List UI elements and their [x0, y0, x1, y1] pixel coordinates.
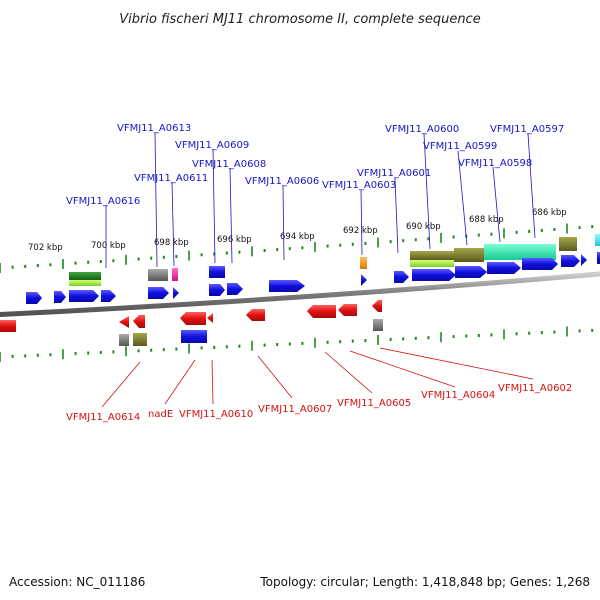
gene-label[interactable]: VFMJ11_A0608: [192, 159, 266, 170]
genome-summary-text: Topology: circular; Length: 1,418,848 bp…: [259, 575, 590, 589]
gene-arrow[interactable]: [148, 287, 169, 299]
gene-arrow[interactable]: [133, 315, 145, 328]
gene-label[interactable]: VFMJ11_A0613: [117, 123, 191, 134]
gene-arrow[interactable]: [394, 271, 409, 283]
gene-arrow[interactable]: [207, 313, 213, 323]
reverse-gene-track: [0, 300, 382, 332]
gene-arrow[interactable]: [69, 290, 99, 302]
gene-arrow[interactable]: [0, 320, 16, 332]
gene-arrow[interactable]: [54, 291, 66, 303]
tick-label: 688 kbp: [469, 215, 504, 225]
cog-block[interactable]: [484, 244, 556, 260]
gene-label[interactable]: VFMJ11_A0599: [423, 141, 497, 152]
gene-arrow[interactable]: [487, 262, 521, 274]
gene-arrow[interactable]: [26, 292, 42, 304]
tick-label: 692 kbp: [343, 226, 378, 236]
kbp-scale: 702 kbp 700 kbp 698 kbp 696 kbp 694 kbp …: [28, 208, 567, 253]
cog-block[interactable]: [172, 268, 178, 281]
gene-arrow[interactable]: [412, 269, 456, 281]
gene-arrow[interactable]: [101, 290, 116, 302]
tick-label: 702 kbp: [28, 243, 63, 253]
forward-tick-track: [0, 223, 594, 273]
cog-track: [69, 234, 600, 346]
gene-arrow[interactable]: [455, 266, 487, 278]
gene-label[interactable]: VFMJ11_A0609: [175, 140, 249, 151]
gene-label[interactable]: nadE: [148, 409, 173, 420]
gene-arrow[interactable]: [338, 304, 357, 316]
gene-arrow[interactable]: [581, 254, 587, 266]
gene-arrow[interactable]: [119, 316, 129, 328]
cog-block[interactable]: [595, 234, 600, 246]
cog-block[interactable]: [410, 260, 454, 267]
cog-block[interactable]: [119, 334, 129, 346]
cog-block[interactable]: [148, 269, 168, 281]
tick-label: 698 kbp: [154, 238, 189, 248]
gene-label[interactable]: VFMJ11_A0598: [458, 158, 532, 169]
forward-gene-track: [26, 252, 600, 304]
gene-arrow[interactable]: [372, 300, 382, 312]
reverse-tick-track: [0, 326, 594, 362]
gene-arrow[interactable]: [269, 280, 305, 292]
gene-arrow[interactable]: [246, 309, 265, 321]
gene-label[interactable]: VFMJ11_A0600: [385, 124, 459, 135]
accession-text: Accession: NC_011186: [9, 575, 145, 589]
cog-block[interactable]: [133, 333, 147, 346]
gene-arrow[interactable]: [180, 312, 206, 325]
gene-label[interactable]: VFMJ11_A0602: [498, 383, 572, 394]
cog-block[interactable]: [181, 330, 207, 343]
gene-label[interactable]: VFMJ11_A0604: [421, 390, 495, 401]
forward-labels: VFMJ11_A0616 VFMJ11_A0613 VFMJ11_A0611 V…: [66, 123, 564, 268]
cog-block[interactable]: [454, 248, 484, 262]
cog-block[interactable]: [69, 272, 101, 280]
gene-arrow[interactable]: [227, 283, 243, 295]
gene-label[interactable]: VFMJ11_A0616: [66, 196, 140, 207]
gene-label[interactable]: VFMJ11_A0606: [245, 176, 319, 187]
gene-label[interactable]: VFMJ11_A0603: [322, 180, 396, 191]
cog-block[interactable]: [373, 319, 383, 331]
gene-arrow[interactable]: [561, 255, 580, 267]
tick-label: 686 kbp: [532, 208, 567, 218]
gene-arrow[interactable]: [307, 305, 336, 318]
cog-block[interactable]: [360, 257, 367, 269]
gene-label[interactable]: VFMJ11_A0605: [337, 398, 411, 409]
gene-label[interactable]: VFMJ11_A0607: [258, 404, 332, 415]
cog-block[interactable]: [410, 251, 454, 260]
cog-block[interactable]: [69, 280, 101, 286]
tick-label: 696 kbp: [217, 235, 252, 245]
tick-label: 690 kbp: [406, 222, 441, 232]
gene-arrow[interactable]: [209, 266, 225, 278]
gene-label[interactable]: VFMJ11_A0611: [134, 173, 208, 184]
tick-label: 694 kbp: [280, 232, 315, 242]
map-title: Vibrio fischeri MJ11 chromosome II, comp…: [119, 12, 480, 27]
chromosome-backbone: [0, 271, 600, 318]
cog-block[interactable]: [559, 237, 577, 251]
tick-label: 700 kbp: [91, 241, 126, 251]
gene-arrow[interactable]: [597, 252, 600, 264]
gene-arrow[interactable]: [173, 287, 179, 299]
reverse-labels: VFMJ11_A0614 nadE VFMJ11_A0610 VFMJ11_A0…: [66, 347, 572, 423]
gene-arrow[interactable]: [361, 274, 367, 286]
gene-arrow[interactable]: [209, 284, 225, 296]
gene-label[interactable]: VFMJ11_A0597: [490, 124, 564, 135]
gene-arrow[interactable]: [522, 258, 558, 270]
gene-label[interactable]: VFMJ11_A0614: [66, 412, 140, 423]
gene-label[interactable]: VFMJ11_A0601: [357, 168, 431, 179]
gene-label[interactable]: VFMJ11_A0610: [179, 409, 253, 420]
